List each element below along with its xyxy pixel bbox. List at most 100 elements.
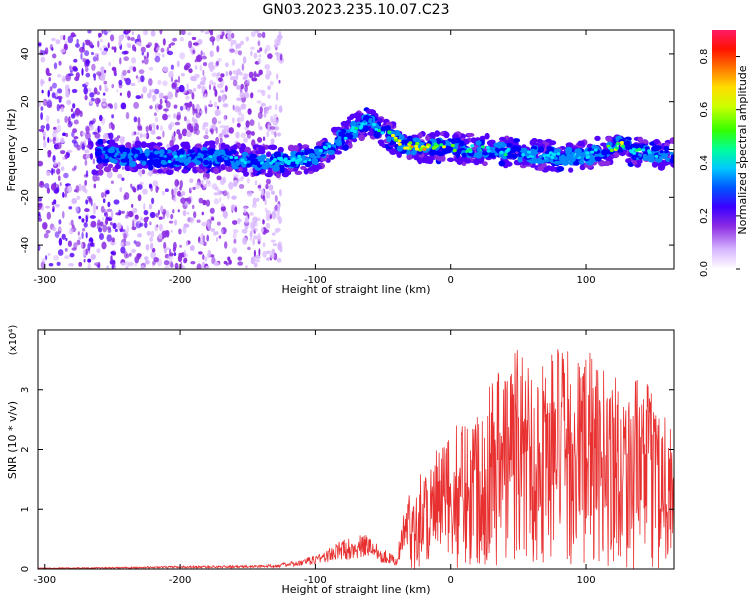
noise-speck xyxy=(238,111,242,116)
noise-speck xyxy=(144,256,149,261)
noise-speck xyxy=(224,85,228,92)
ridge-blob xyxy=(108,139,116,146)
noise-speck xyxy=(228,181,234,190)
noise-speck xyxy=(216,221,221,226)
noise-speck xyxy=(61,233,66,240)
ridge-blob xyxy=(433,150,441,155)
noise-speck xyxy=(54,184,60,189)
noise-speck xyxy=(200,76,207,82)
ridge-blob xyxy=(303,168,309,175)
noise-speck xyxy=(277,34,281,43)
noise-speck xyxy=(103,80,108,85)
noise-speck xyxy=(251,203,257,208)
noise-speck xyxy=(173,252,177,257)
noise-speck xyxy=(213,198,220,205)
noise-speck xyxy=(144,222,148,229)
noise-speck xyxy=(217,95,222,103)
noise-speck xyxy=(40,112,43,121)
ridge-blob xyxy=(318,149,323,153)
noise-speck xyxy=(191,122,196,127)
snr-y-multiplier: (x10⁴) xyxy=(8,325,19,356)
noise-speck xyxy=(168,220,174,224)
ridge-blob xyxy=(229,155,234,159)
noise-speck xyxy=(211,72,218,77)
noise-speck xyxy=(204,31,210,35)
noise-speck xyxy=(78,261,83,267)
noise-speck xyxy=(149,88,152,96)
ridge-blob xyxy=(632,158,638,166)
noise-speck xyxy=(110,210,114,218)
noise-speck xyxy=(179,36,184,42)
noise-speck xyxy=(131,248,136,254)
noise-speck xyxy=(265,73,271,80)
noise-speck xyxy=(146,230,151,236)
noise-speck xyxy=(75,72,80,79)
ridge-blob xyxy=(473,161,480,166)
noise-speck xyxy=(224,241,228,249)
ridge-blob xyxy=(503,153,508,157)
noise-speck xyxy=(179,105,184,111)
noise-speck xyxy=(241,228,248,234)
ridge-blob xyxy=(406,153,413,161)
noise-speck xyxy=(203,176,208,181)
ridge-blob xyxy=(377,139,385,145)
noise-speck xyxy=(271,190,275,195)
noise-speck xyxy=(137,117,141,124)
noise-speck xyxy=(173,131,176,137)
noise-speck xyxy=(267,53,273,59)
noise-speck xyxy=(155,212,159,218)
noise-speck xyxy=(143,203,146,211)
noise-speck xyxy=(221,206,226,211)
noise-speck xyxy=(229,76,234,81)
noise-speck xyxy=(119,136,125,145)
noise-speck xyxy=(38,42,42,47)
noise-speck xyxy=(257,233,261,237)
noise-speck xyxy=(220,89,225,94)
noise-speck xyxy=(276,257,282,263)
noise-speck xyxy=(87,138,92,145)
ridge-blob xyxy=(114,164,121,170)
ridge-blob xyxy=(565,142,574,148)
noise-speck xyxy=(279,189,282,197)
noise-speck xyxy=(108,132,114,140)
y-tick-label: 0 xyxy=(20,566,31,572)
noise-speck xyxy=(144,30,148,36)
noise-speck xyxy=(140,265,146,269)
ridge-blob xyxy=(505,143,513,148)
ridge-blob xyxy=(628,149,633,153)
ridge-blob xyxy=(216,156,223,161)
x-tick-label: 0 xyxy=(448,575,454,586)
ridge-blob xyxy=(193,153,198,157)
noise-speck xyxy=(99,47,103,51)
noise-speck xyxy=(219,197,222,203)
noise-speck xyxy=(150,251,157,259)
ridge-blob xyxy=(577,140,585,147)
noise-speck xyxy=(137,220,141,224)
noise-speck xyxy=(56,168,61,175)
ridge-blob xyxy=(358,126,363,130)
ridge-blob xyxy=(494,152,499,156)
noise-speck xyxy=(278,31,282,36)
noise-speck xyxy=(270,130,276,135)
noise-speck xyxy=(150,242,154,250)
noise-speck xyxy=(177,75,181,84)
ridge-blob xyxy=(486,140,495,146)
noise-speck xyxy=(191,78,198,82)
noise-speck xyxy=(205,199,211,207)
noise-speck xyxy=(61,75,66,83)
noise-speck xyxy=(87,30,92,34)
ridge-blob xyxy=(512,138,521,143)
noise-speck xyxy=(52,82,57,89)
noise-speck xyxy=(131,203,134,208)
ridge-blob xyxy=(651,145,659,152)
ridge-blob xyxy=(320,157,328,162)
noise-speck xyxy=(44,183,50,189)
ridge-blob xyxy=(289,160,297,167)
noise-speck xyxy=(156,136,162,140)
noise-speck xyxy=(178,228,182,235)
noise-speck xyxy=(42,98,48,106)
ridge-blob xyxy=(601,149,609,156)
ridge-blob xyxy=(664,150,669,154)
ridge-blob xyxy=(532,157,538,164)
y-tick-label: -40 xyxy=(20,237,31,253)
